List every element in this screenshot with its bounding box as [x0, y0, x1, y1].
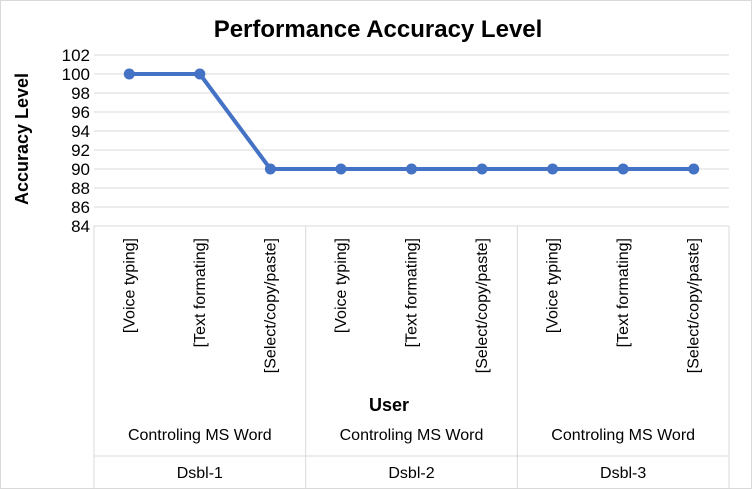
x-category-label: [Text formating]: [192, 238, 209, 347]
data-point: [617, 163, 629, 175]
x-category-label: [Select/copy/paste]: [474, 238, 491, 373]
data-point: [335, 163, 347, 175]
x-category-label: [Voice typing]: [545, 238, 562, 333]
user-group-label: Dsbl-1: [177, 465, 223, 482]
series-line-layer: [123, 68, 700, 175]
data-point: [688, 163, 700, 175]
data-point: [547, 163, 559, 175]
grid: [94, 54, 729, 227]
x-category-label: [Voice typing]: [333, 238, 350, 333]
data-point: [194, 68, 206, 80]
y-tick-label: 84: [71, 217, 90, 236]
x-category-label: [Select/copy/paste]: [686, 238, 703, 373]
y-tick-label: 98: [71, 84, 90, 103]
y-tick-label: 96: [71, 103, 90, 122]
series-line: [129, 72, 694, 171]
x-category-label: [Select/copy/paste]: [262, 238, 279, 373]
y-tick-label: 90: [71, 160, 90, 179]
user-group-label: Dsbl-3: [600, 465, 646, 482]
data-point: [123, 68, 135, 80]
chart-title: Performance Accuracy Level: [214, 16, 543, 43]
x-axis-title: User: [369, 395, 409, 415]
y-tick-label: 88: [71, 179, 90, 198]
y-tick-label: 100: [62, 65, 90, 84]
category-group-label: Controling MS Word: [551, 427, 695, 444]
data-point: [406, 163, 417, 175]
y-tick-label: 92: [71, 141, 90, 160]
y-tick-label: 102: [62, 46, 90, 65]
x-category-label: [Text formating]: [404, 238, 421, 347]
y-tick-label: 94: [71, 122, 90, 141]
x-category-label: [Text formating]: [615, 238, 632, 347]
category-group-label: Controling MS Word: [128, 427, 272, 444]
x-axis-categories: [Voice typing] [Text formating] [Select/co…: [93, 225, 730, 488]
user-group-label: Dsbl-2: [388, 465, 434, 482]
data-point: [264, 163, 276, 175]
y-axis-title: Accuracy Level: [12, 73, 32, 205]
y-tick-label: 86: [71, 198, 90, 217]
data-point: [476, 163, 488, 175]
category-group-label: Controling MS Word: [340, 427, 484, 444]
x-category-label: [Voice typing]: [121, 238, 138, 333]
